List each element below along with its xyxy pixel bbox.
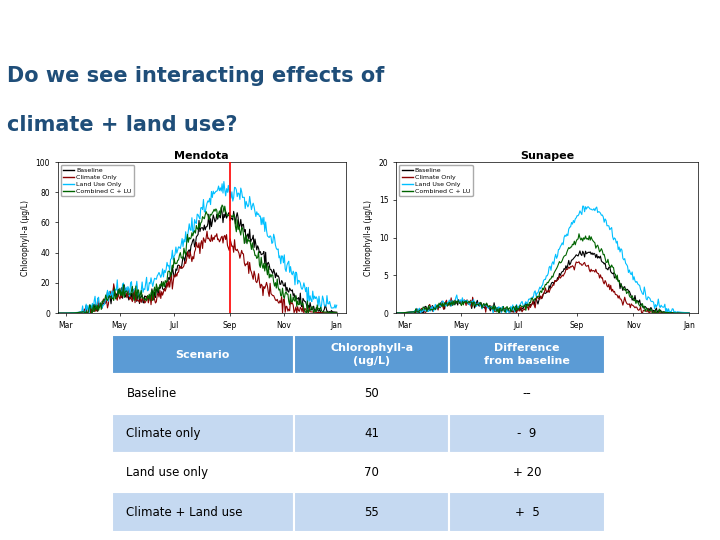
Bar	[294, 414, 449, 453]
Text: Do we see interacting effects of: Do we see interacting effects of	[7, 66, 384, 86]
X-axis label: Date: Date	[538, 335, 557, 345]
Text: --: --	[523, 387, 531, 401]
Bar	[112, 374, 294, 414]
Text: Scenario: Scenario	[176, 349, 230, 360]
Text: Difference
from baseline: Difference from baseline	[484, 343, 570, 366]
Bar	[294, 453, 449, 492]
Bar	[294, 374, 449, 414]
Bar	[449, 453, 605, 492]
Text: -  9: - 9	[518, 427, 537, 440]
X-axis label: Date: Date	[192, 335, 211, 345]
Bar	[449, 374, 605, 414]
Title: Sunapee: Sunapee	[520, 151, 575, 161]
Text: 70: 70	[364, 466, 379, 480]
Bar	[294, 492, 449, 532]
Bar	[112, 492, 294, 532]
Y-axis label: Chlorophyll-a (μg/L): Chlorophyll-a (μg/L)	[21, 200, 30, 275]
Text: 50: 50	[364, 387, 379, 401]
Bar	[449, 414, 605, 453]
Bar	[112, 414, 294, 453]
Bar	[449, 335, 605, 374]
Text: Climate only: Climate only	[127, 427, 201, 440]
Text: climate + land use?: climate + land use?	[7, 115, 238, 135]
Text: Climate + Land use: Climate + Land use	[127, 505, 243, 519]
Text: + 20: + 20	[513, 466, 541, 480]
Text: Land use only: Land use only	[127, 466, 209, 480]
Text: 55: 55	[364, 505, 379, 519]
Bar	[112, 453, 294, 492]
Title: Mendota: Mendota	[174, 151, 229, 161]
Text: Baseline: Baseline	[127, 387, 176, 401]
Y-axis label: Chlorophyll-a (μg/L): Chlorophyll-a (μg/L)	[364, 200, 373, 275]
Text: Chlorophyll-a
(ug/L): Chlorophyll-a (ug/L)	[330, 343, 413, 366]
Bar	[294, 335, 449, 374]
Text: +  5: + 5	[515, 505, 539, 519]
Bar	[112, 335, 294, 374]
Legend: Baseline, Climate Only, Land Use Only, Combined C + LU: Baseline, Climate Only, Land Use Only, C…	[399, 165, 472, 197]
Bar	[449, 492, 605, 532]
Legend: Baseline, Climate Only, Land Use Only, Combined C + LU: Baseline, Climate Only, Land Use Only, C…	[60, 165, 134, 197]
Text: 41: 41	[364, 427, 379, 440]
